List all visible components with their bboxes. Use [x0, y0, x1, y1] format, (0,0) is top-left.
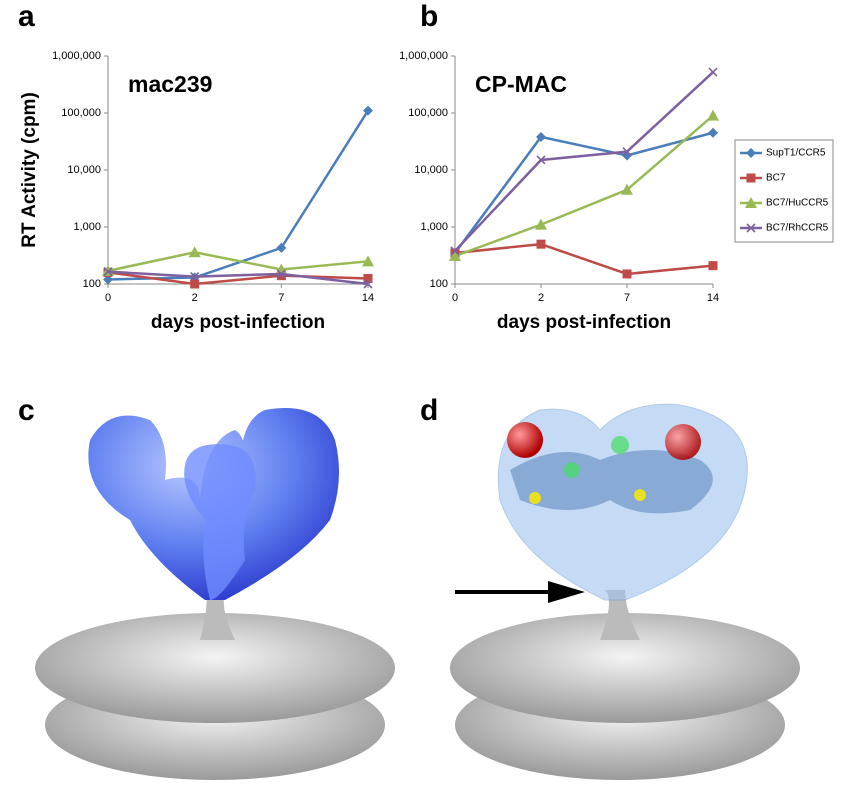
series-line — [454, 242, 714, 276]
marker — [622, 147, 632, 157]
marker — [102, 264, 114, 276]
y-tick-label: 10,000 — [414, 164, 448, 176]
legend-label: BC7 — [766, 173, 786, 184]
panel-label: a — [18, 0, 35, 33]
marker — [708, 67, 718, 77]
marker — [276, 242, 287, 253]
y-tick-label: 100 — [83, 278, 101, 290]
y-tick-label: 10,000 — [67, 164, 101, 176]
marker — [746, 223, 756, 233]
marker — [363, 105, 373, 116]
y-tick-label: 100,000 — [408, 107, 448, 119]
x-axis-title: days post-infection — [497, 312, 671, 333]
chart-title: mac239 — [128, 71, 212, 97]
panel-label: c — [18, 394, 35, 427]
marker — [746, 173, 756, 183]
panel-label: b — [420, 0, 438, 33]
marker — [276, 271, 286, 281]
series-line — [454, 114, 714, 258]
marker — [708, 261, 718, 271]
legend-label: SupT1/CCR5 — [766, 148, 826, 159]
marker — [362, 255, 374, 267]
marker — [190, 272, 200, 282]
density-map-d — [450, 403, 800, 780]
x-tick-label: 7 — [278, 292, 284, 304]
x-tick-label: 7 — [624, 292, 630, 304]
marker — [745, 197, 757, 208]
chart-title: CP-MAC — [475, 71, 567, 97]
marker — [536, 155, 546, 165]
marker — [276, 269, 286, 279]
series-line — [107, 251, 369, 273]
marker — [708, 127, 718, 138]
marker — [190, 279, 200, 289]
x-tick-label: 2 — [192, 292, 198, 304]
y-tick-label: 1,000 — [73, 221, 101, 233]
marker — [621, 183, 633, 195]
marker — [103, 267, 113, 277]
y-tick-label: 1,000,000 — [399, 50, 448, 62]
marker — [363, 273, 373, 283]
marker — [536, 131, 546, 142]
legend-label: BC7/HuCCR5 — [766, 198, 829, 209]
y-tick-label: 100,000 — [61, 107, 101, 119]
marker — [103, 274, 113, 285]
density-map-c — [35, 408, 395, 780]
marker — [363, 279, 373, 289]
y-axis-title: RT Activity (cpm) — [19, 92, 40, 248]
y-tick-label: 100 — [430, 278, 448, 290]
marker — [707, 109, 719, 121]
x-tick-label: 14 — [707, 292, 719, 304]
x-tick-label: 0 — [452, 292, 458, 304]
series-line — [453, 131, 714, 254]
marker — [450, 246, 460, 256]
x-tick-label: 2 — [538, 292, 544, 304]
panel-label: d — [420, 394, 438, 427]
marker — [622, 269, 632, 279]
marker — [449, 249, 461, 261]
legend-label: BC7/RhCCR5 — [766, 223, 829, 234]
series-line — [107, 271, 369, 286]
series-line — [454, 71, 714, 252]
marker — [746, 148, 756, 158]
marker — [535, 218, 547, 230]
y-tick-label: 1,000,000 — [52, 50, 101, 62]
x-tick-label: 14 — [362, 292, 374, 304]
series-line — [107, 109, 370, 281]
marker — [188, 246, 201, 258]
marker — [536, 239, 546, 249]
series-line — [107, 270, 369, 286]
x-axis-title: days post-infection — [151, 312, 325, 333]
y-tick-label: 1,000 — [420, 221, 448, 233]
x-tick-label: 0 — [105, 292, 111, 304]
